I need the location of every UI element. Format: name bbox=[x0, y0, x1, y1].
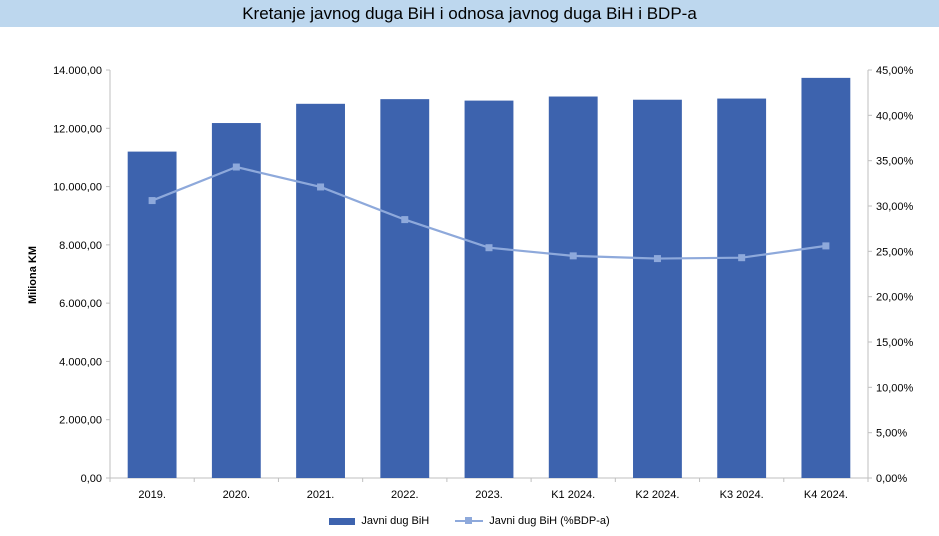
bar bbox=[801, 77, 851, 479]
chart-title: Kretanje javnog duga BiH i odnosa javnog… bbox=[242, 3, 697, 23]
bar bbox=[717, 98, 767, 478]
x-tick-label: 2020. bbox=[223, 489, 251, 501]
line-point bbox=[317, 183, 325, 191]
bar bbox=[380, 99, 430, 479]
y-tick-label: 4.000,00 bbox=[59, 356, 102, 368]
bar bbox=[548, 96, 598, 479]
legend-bar-swatch bbox=[329, 517, 356, 525]
line-point bbox=[569, 252, 577, 260]
y-tick-label: 2.000,00 bbox=[59, 415, 102, 427]
y2-tick-label: 10,00% bbox=[876, 382, 914, 394]
y-tick-label: 14.000,00 bbox=[53, 65, 102, 77]
bar bbox=[211, 123, 261, 478]
line-point bbox=[822, 242, 830, 250]
line-point bbox=[738, 254, 746, 262]
line-point bbox=[653, 255, 661, 263]
bar bbox=[633, 99, 682, 479]
y-tick-label: 8.000,00 bbox=[59, 240, 102, 252]
legend: Javni dug BiH Javni dug BiH (%BDP-a) bbox=[0, 512, 939, 530]
y-tick-label: 0,00 bbox=[81, 473, 102, 485]
x-tick-label: K4 2024. bbox=[804, 489, 848, 501]
legend-line-swatch bbox=[455, 516, 484, 526]
y2-tick-label: 0,00% bbox=[876, 473, 907, 485]
x-tick-label: K1 2024. bbox=[551, 489, 595, 501]
line-point bbox=[148, 197, 156, 205]
y2-tick-label: 25,00% bbox=[876, 246, 914, 258]
bar bbox=[127, 151, 177, 478]
x-tick-label: K3 2024. bbox=[720, 489, 764, 501]
legend-line-label: Javni dug BiH (%BDP-a) bbox=[489, 515, 610, 527]
bar bbox=[296, 103, 345, 478]
bar bbox=[464, 100, 514, 478]
y2-tick-label: 40,00% bbox=[876, 110, 914, 122]
x-tick-label: 2019. bbox=[138, 489, 166, 501]
chart-title-bar: Kretanje javnog duga BiH i odnosa javnog… bbox=[0, 0, 939, 27]
legend-item-bar: Javni dug BiH bbox=[329, 515, 429, 527]
y2-tick-label: 30,00% bbox=[876, 201, 914, 213]
legend-item-line: Javni dug BiH (%BDP-a) bbox=[455, 515, 610, 527]
legend-bar-label: Javni dug BiH bbox=[361, 515, 430, 527]
plot-area: 0,00 2.000,00 4.000,00 6.000,00 8.000,00 10.0… bbox=[53, 65, 913, 501]
y2-tick-label: 35,00% bbox=[876, 156, 914, 168]
x-tick-label: K2 2024. bbox=[635, 489, 679, 501]
y2-tick-label: 5,00% bbox=[876, 428, 907, 440]
line-point bbox=[401, 216, 409, 224]
line-point bbox=[485, 244, 493, 252]
x-tick-label: 2021. bbox=[307, 489, 335, 501]
x-tick-label: 2022. bbox=[391, 489, 419, 501]
y2-tick-label: 20,00% bbox=[876, 292, 914, 304]
y-axis-title: Miliona KM bbox=[27, 246, 39, 304]
y2-tick-label: 45,00% bbox=[876, 65, 914, 77]
y-tick-label: 12.000,00 bbox=[53, 123, 102, 135]
line-point bbox=[232, 163, 240, 171]
y-tick-label: 6.000,00 bbox=[59, 298, 102, 310]
chart-svg: 0,00 2.000,00 4.000,00 6.000,00 8.000,00 10.0… bbox=[27, 65, 914, 501]
y2-tick-label: 15,00% bbox=[876, 337, 914, 349]
x-tick-label: 2023. bbox=[475, 489, 503, 501]
y-tick-label: 10.000,00 bbox=[53, 182, 102, 194]
